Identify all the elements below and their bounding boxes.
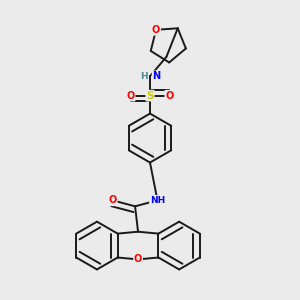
- Text: N: N: [152, 71, 160, 81]
- Text: O: O: [109, 195, 117, 205]
- Text: O: O: [165, 91, 173, 101]
- Text: S: S: [146, 91, 154, 101]
- Text: O: O: [134, 254, 142, 264]
- Text: NH: NH: [150, 196, 165, 205]
- Text: O: O: [152, 25, 160, 35]
- Text: O: O: [127, 91, 135, 101]
- Text: H: H: [140, 72, 148, 81]
